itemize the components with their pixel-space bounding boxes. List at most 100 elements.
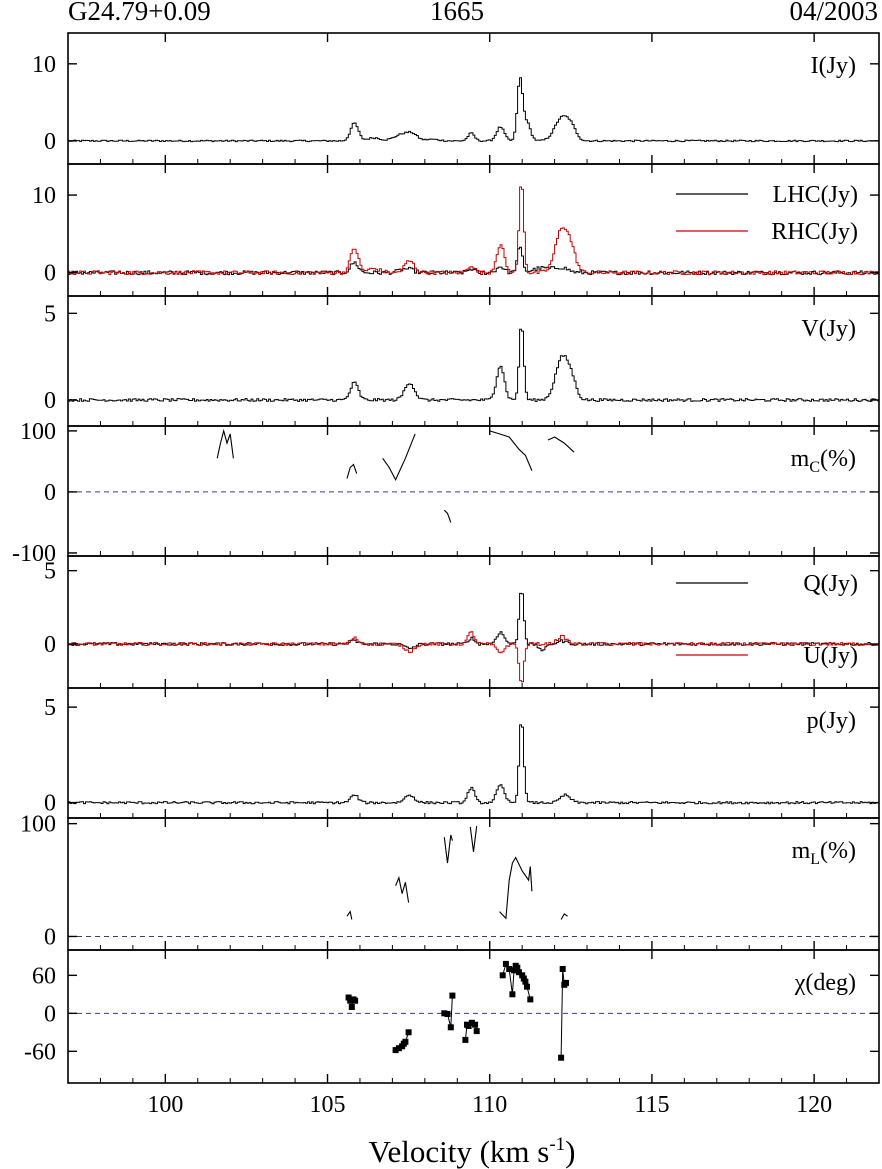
panel-8: -60 0 60 χ(deg)	[24, 949, 880, 1084]
panel-frame	[67, 32, 880, 165]
panel-frame	[67, 163, 880, 297]
data-point	[511, 967, 517, 974]
y-tick-label: 60	[32, 963, 56, 989]
y-tick-label: 10	[32, 183, 56, 209]
trace-segment-2	[395, 875, 410, 903]
data-point	[348, 1004, 355, 1010]
data-point	[563, 979, 569, 986]
panel-3: 0 5 V(Jy)	[44, 295, 880, 427]
trace-segment-5	[489, 430, 533, 471]
panel-5: 0 5 Q(Jy) U(Jy)	[44, 555, 880, 689]
data-point	[392, 1047, 399, 1054]
data-point	[468, 1019, 475, 1026]
trace-segment-4	[469, 825, 478, 852]
panel-label: mC(%)	[791, 446, 856, 476]
y-tick-label: 0	[44, 480, 56, 506]
data-point	[524, 983, 530, 990]
panel-frame	[67, 687, 880, 819]
panel-label: mL(%)	[792, 838, 856, 868]
legend-label: LHC(Jy)	[773, 182, 858, 208]
epoch-date: 04/2003	[789, 0, 878, 26]
data-point	[444, 1011, 451, 1017]
data-point	[472, 1021, 479, 1028]
x-tick-label: 100	[147, 1092, 183, 1118]
y-tick-label: 10	[32, 52, 56, 78]
y-tick-label: 0	[44, 388, 56, 414]
series-lhcjy-spectrum	[68, 246, 879, 276]
panel-frame	[67, 817, 880, 951]
panel-label: χ(deg)	[794, 970, 856, 996]
panel-frame	[67, 425, 880, 557]
y-tick-label: -60	[24, 1039, 56, 1065]
panel-frame	[67, 949, 880, 1084]
panel-6: 0 5 p(Jy)	[44, 687, 880, 819]
panel-1: 0 10 I(Jy)	[32, 32, 880, 165]
x-tick-label: 120	[796, 1092, 832, 1118]
panel-label: I(Jy)	[811, 53, 856, 79]
trace-segment-5	[499, 856, 533, 920]
panel-7: 0 100 mL(%)	[20, 812, 880, 951]
data-point	[515, 969, 522, 976]
data-point	[447, 1024, 454, 1031]
panel-2: 0 10 LHC(Jy) RHC(Jy)	[32, 163, 880, 297]
trace-segment-6	[547, 436, 575, 453]
data-point	[514, 964, 521, 971]
trace-segment-6	[560, 913, 568, 920]
trace-segment-2	[346, 463, 358, 479]
panel-frame	[67, 295, 880, 427]
data-point	[345, 994, 352, 1001]
x-tick-label: 110	[472, 1092, 507, 1118]
y-tick-label: -100	[12, 541, 56, 567]
data-point	[520, 975, 527, 982]
x-tick-label: 105	[310, 1092, 346, 1118]
series-1-spectrum	[68, 328, 879, 402]
data-point	[405, 1029, 412, 1036]
legend-label: U(Jy)	[803, 643, 858, 669]
y-tick-label: 0	[44, 791, 56, 817]
y-tick-label: 0	[44, 261, 56, 287]
data-point	[465, 1023, 472, 1029]
trace-segment-1	[216, 428, 234, 459]
y-tick-label: 0	[44, 632, 56, 658]
trace-segment-4	[443, 509, 452, 523]
y-tick-label: 0	[44, 924, 56, 950]
trace-segment-3	[443, 834, 453, 864]
data-point	[441, 1010, 448, 1017]
x-axis-label: Velocity (km s-1)	[369, 1134, 576, 1169]
series-1-spectrum	[68, 77, 879, 143]
data-point	[558, 1054, 565, 1061]
data-point	[502, 960, 509, 967]
source-name: G24.79+0.09	[68, 0, 211, 26]
data-point	[559, 966, 566, 972]
series-rhcjy-spectrum	[68, 186, 879, 276]
panel-label: V(Jy)	[801, 316, 856, 342]
panel-4: -100 0 100 mC(%)	[12, 419, 880, 567]
y-tick-label: 100	[20, 812, 56, 838]
data-point	[499, 972, 506, 979]
y-tick-label: 5	[44, 559, 56, 585]
data-point	[506, 966, 513, 972]
trace-segment-3	[382, 433, 416, 481]
y-tick-label: 0	[44, 129, 56, 155]
data-point	[519, 972, 526, 979]
y-tick-label: 100	[20, 419, 56, 445]
series-1-spectrum	[68, 724, 879, 805]
data-point	[395, 1045, 402, 1052]
data-point	[449, 992, 456, 999]
data-point	[462, 1036, 469, 1043]
series-ujy-spectrum	[68, 631, 879, 683]
data-point	[522, 978, 529, 985]
data-point	[473, 1028, 480, 1035]
y-tick-label: 0	[44, 1001, 56, 1027]
data-point	[402, 1038, 409, 1045]
trace-segment-1	[346, 910, 353, 920]
y-tick-label: 5	[44, 695, 56, 721]
frequency-label: 1665	[430, 0, 484, 26]
legend-label: Q(Jy)	[803, 571, 858, 597]
data-point	[527, 996, 534, 1003]
panel-label: p(Jy)	[807, 708, 856, 734]
panel-frame	[67, 555, 880, 689]
data-point	[352, 997, 359, 1004]
legend-label: RHC(Jy)	[771, 219, 858, 245]
